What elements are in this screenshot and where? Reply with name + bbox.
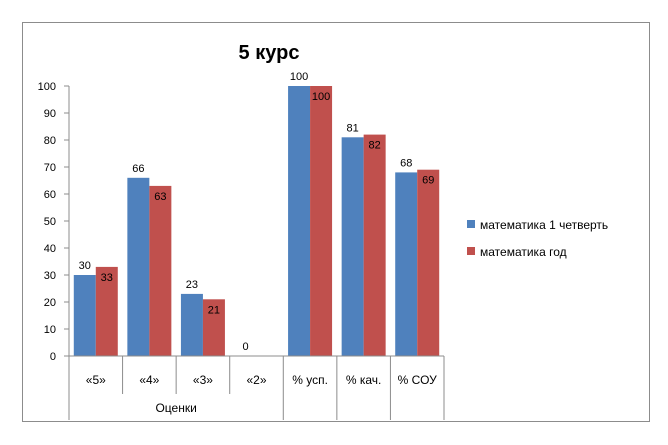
legend-label: математика год [480, 245, 567, 259]
y-tick-label: 50 [44, 216, 56, 228]
data-label: 100 [290, 71, 308, 83]
data-labels: 30 66 23 0 100 81 68 33 63 21 100 82 69 [79, 71, 435, 353]
y-tick-label: 40 [44, 243, 56, 255]
x-category-label: % СОУ [398, 373, 437, 387]
y-tick-label: 10 [44, 324, 56, 336]
bar-series1-2 [180, 293, 203, 356]
legend: математика 1 четверть математика год [467, 218, 608, 259]
chart-frame: 5 курс 0 10 20 30 40 50 60 70 80 90 100 30 66 23 0 100… [22, 22, 650, 422]
x-category-label: «2» [246, 373, 266, 387]
bar-series2-5 [363, 134, 386, 356]
bar-series2-4 [310, 86, 333, 356]
bar-series2-0 [95, 266, 118, 356]
data-label: 82 [369, 140, 381, 152]
bar-series1-6 [395, 172, 418, 356]
data-label: 100 [312, 91, 330, 103]
chart-title: 5 курс [239, 42, 300, 64]
y-tick-label: 0 [50, 351, 56, 363]
y-tick-label: 100 [38, 81, 56, 93]
data-label: 68 [400, 157, 412, 169]
data-label: 81 [347, 122, 359, 134]
y-tick-label: 60 [44, 189, 56, 201]
x-category-label: % кач. [346, 373, 382, 387]
legend-swatch [467, 247, 475, 255]
x-category-label: «4» [139, 373, 159, 387]
bar-chart: 5 курс 0 10 20 30 40 50 60 70 80 90 100 30 66 23 0 100… [38, 42, 608, 420]
data-label: 33 [101, 272, 113, 284]
data-label: 69 [422, 175, 434, 187]
bar-series1-1 [127, 177, 150, 356]
axes: 0 10 20 30 40 50 60 70 80 90 100 [38, 81, 70, 363]
bar-series1-5 [341, 137, 364, 356]
y-tick-label: 90 [44, 108, 56, 120]
legend-swatch [467, 220, 475, 228]
data-label: 63 [154, 191, 166, 203]
bar-series2-2 [202, 299, 225, 356]
x-category-label: % усп. [292, 373, 328, 387]
bar-series2-6 [417, 169, 440, 356]
bar-series1-4 [288, 86, 311, 356]
data-label: 23 [186, 279, 198, 291]
y-tick-label: 70 [44, 162, 56, 174]
data-label: 30 [79, 260, 91, 272]
x-category-label: «3» [193, 373, 213, 387]
x-group-label: Оценки [155, 401, 196, 415]
bars [73, 86, 440, 356]
y-tick-label: 30 [44, 270, 56, 282]
data-label: 0 [242, 341, 248, 353]
bar-series1-0 [73, 275, 96, 356]
x-category-label: «5» [86, 373, 106, 387]
bar-series2-1 [149, 185, 172, 356]
data-label: 66 [132, 163, 144, 175]
legend-label: математика 1 четверть [480, 218, 608, 232]
y-tick-label: 80 [44, 135, 56, 147]
data-label: 21 [208, 304, 220, 316]
x-axis: «5» «4» «3» «2» % усп. % кач. % СОУ Оценки [68, 355, 445, 420]
y-tick-label: 20 [44, 297, 56, 309]
